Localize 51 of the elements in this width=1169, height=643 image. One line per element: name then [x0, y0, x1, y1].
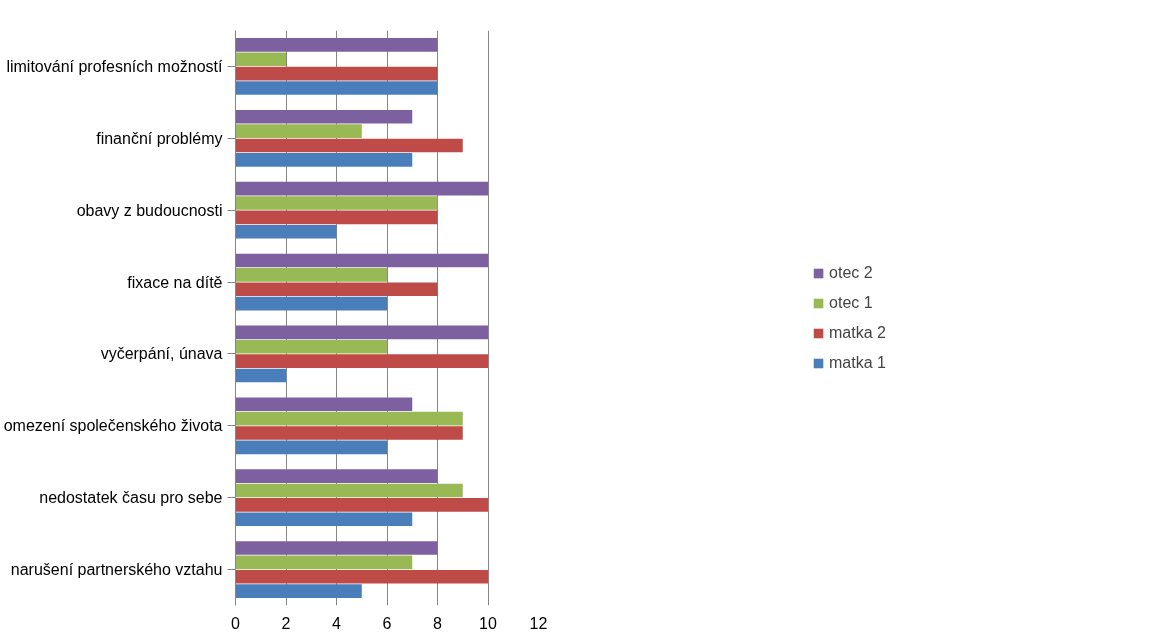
y-tick-label: omezení společenského života [3, 417, 223, 435]
y-tick-label: nedostatek času pro sebe [39, 489, 223, 507]
bar [235, 397, 413, 412]
y-tick-label: obavy z budoucnosti [76, 201, 223, 219]
bar [235, 325, 488, 340]
bar [235, 153, 413, 167]
bar [235, 109, 413, 124]
legend-label: matka 1 [829, 353, 886, 372]
x-tick-label: 12 [529, 614, 548, 632]
x-tick-label: 4 [332, 614, 342, 632]
bar [235, 339, 387, 354]
x-tick-label: 10 [479, 614, 497, 632]
bar [235, 268, 387, 282]
bar [235, 210, 438, 225]
bar [235, 584, 362, 598]
bar [235, 282, 438, 297]
bar [235, 498, 488, 512]
legend-label: matka 2 [829, 323, 886, 342]
legend-label: otec 1 [829, 293, 873, 312]
y-tick-label: vyčerpání, únava [100, 345, 223, 363]
y-tick-label: fixace na dítě [127, 273, 223, 291]
bar [235, 368, 286, 383]
x-tick-label: 8 [433, 614, 443, 632]
bar [235, 541, 438, 555]
bar [235, 253, 488, 268]
bar [235, 469, 438, 483]
bar [235, 124, 362, 138]
bar [235, 181, 488, 196]
bar [235, 555, 413, 570]
y-tick-label: narušení partnerského vztahu [10, 561, 223, 579]
bar [235, 52, 286, 67]
bar [235, 354, 488, 368]
bar [235, 512, 413, 527]
bar [235, 569, 488, 584]
bar [235, 66, 438, 81]
bar [235, 138, 463, 153]
bar [235, 224, 337, 239]
x-tick-label: 6 [382, 614, 392, 632]
x-tick-label: 2 [281, 614, 291, 632]
bar [235, 440, 387, 455]
x-tick-label: 0 [231, 614, 241, 632]
y-tick-label: limitování profesních možností [6, 57, 224, 75]
bar [235, 38, 438, 52]
bar [235, 81, 438, 95]
bar [235, 426, 463, 440]
bar [235, 296, 387, 311]
legend-label: otec 2 [829, 263, 873, 282]
bar [235, 483, 463, 498]
y-tick-label: finanční problémy [96, 129, 223, 147]
bar [235, 196, 438, 210]
bar [235, 411, 463, 426]
